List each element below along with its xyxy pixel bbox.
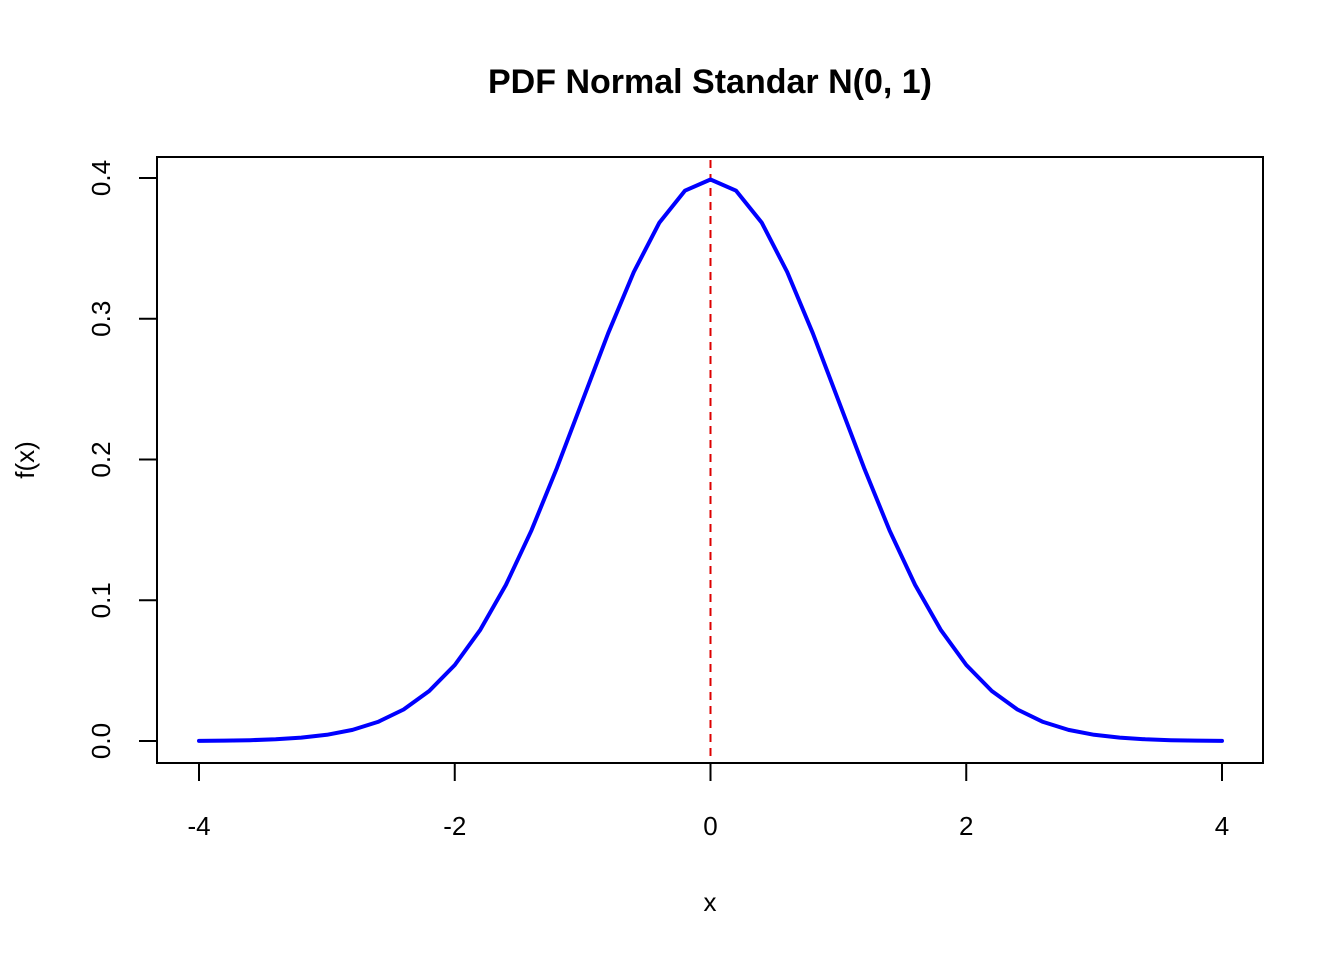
y-tick-label: 0.1	[86, 582, 116, 618]
plot-marks	[197, 160, 1224, 760]
x-tick-label: 2	[959, 811, 973, 841]
y-tick-label: 0.0	[86, 723, 116, 759]
y-tick-label: 0.2	[86, 441, 116, 477]
chart-title: PDF Normal Standar N(0, 1)	[488, 63, 932, 101]
y-tick-label: 0.4	[86, 160, 116, 196]
x-tick-label: -4	[187, 811, 210, 841]
x-tick-label: 0	[703, 811, 717, 841]
series-line	[197, 177, 1224, 743]
y-axis: 0.0 0.1 0.2 0.3 0.4	[86, 160, 158, 759]
x-axis: -4 -2 0 2 4	[187, 762, 1229, 841]
x-tick-label: 4	[1215, 811, 1229, 841]
y-axis-label: f(x)	[10, 441, 40, 479]
x-axis-label: x	[704, 887, 717, 917]
y-tick-label: 0.3	[86, 301, 116, 337]
x-tick-label: -2	[443, 811, 466, 841]
